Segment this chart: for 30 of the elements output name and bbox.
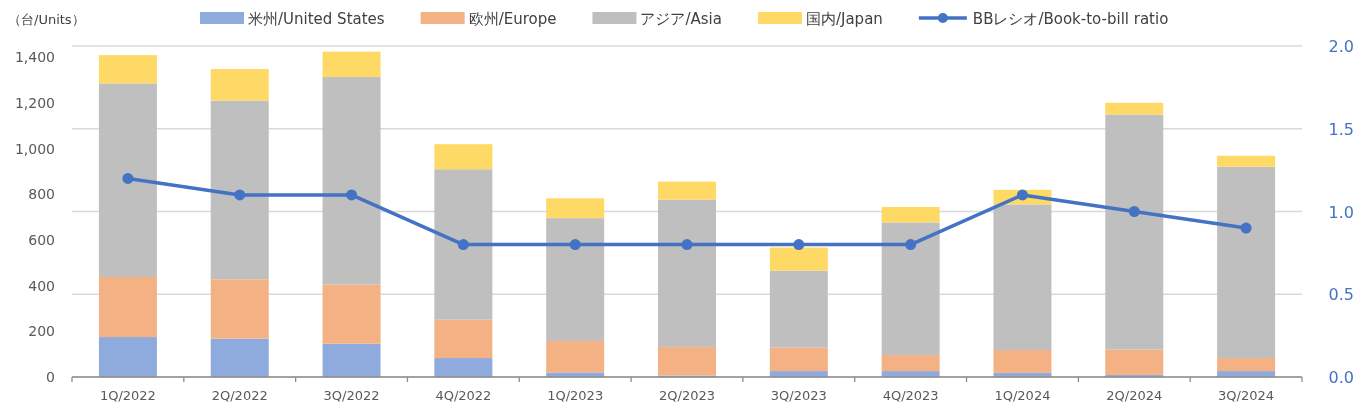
legend-label: 国内/Japan — [805, 10, 883, 28]
y2-tick-label: 2.0 — [1328, 37, 1354, 56]
x-tick-label: 2Q/2023 — [659, 388, 715, 403]
y-tick-label: 1,200 — [14, 95, 55, 112]
y2-tick-label: 1.5 — [1328, 119, 1354, 139]
y-tick-label: 400 — [28, 277, 55, 294]
legend-label: 欧州/Europe — [468, 10, 557, 28]
legend-label: アジア/Asia — [640, 10, 722, 28]
x-tick-label: 1Q/2023 — [547, 388, 604, 403]
y2-tick-label: 0.0 — [1328, 368, 1354, 387]
legend-label: BBレシオ/Book-to-bill ratio — [972, 10, 1169, 28]
x-tick-label: 3Q/2023 — [770, 388, 827, 403]
x-tick-label: 1Q/2022 — [99, 388, 156, 403]
x-tick-label: 3Q/2022 — [323, 388, 380, 403]
y-tick-label: 1,000 — [14, 140, 55, 157]
x-tick-label: 3Q/2024 — [1218, 388, 1275, 403]
y-tick-label: 0 — [46, 369, 55, 385]
x-tick-label: 4Q/2022 — [435, 388, 492, 403]
x-tick-label: 2Q/2024 — [1106, 388, 1163, 403]
x-tick-label: 4Q/2023 — [882, 388, 939, 403]
y2-tick-label: 0.5 — [1328, 285, 1354, 305]
x-tick-label: 1Q/2024 — [994, 388, 1051, 403]
y-axis-title: （台/Units） — [8, 12, 85, 27]
legend-label: 米州/United States — [248, 10, 385, 28]
y-tick-label: 1,400 — [14, 49, 55, 66]
y-tick-label: 200 — [28, 323, 55, 340]
y2-tick-label: 1.0 — [1328, 202, 1354, 222]
y-tick-label: 800 — [28, 186, 55, 203]
x-tick-label: 2Q/2022 — [211, 388, 268, 403]
y-tick-label: 600 — [28, 232, 55, 249]
